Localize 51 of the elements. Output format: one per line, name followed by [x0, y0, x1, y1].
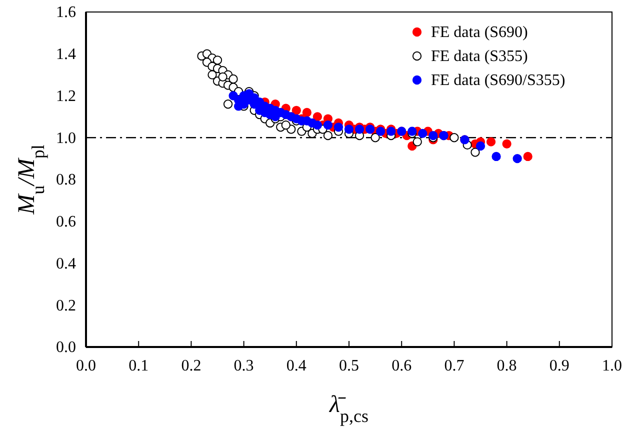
x-tick-label: 0.7	[444, 357, 464, 374]
y-tick-label: 1.0	[56, 130, 76, 147]
y-tick-label: 0.2	[56, 297, 76, 314]
point	[344, 124, 354, 134]
y-tick-label: 0.4	[56, 255, 76, 272]
point	[470, 148, 480, 157]
x-tick-label: 0.8	[496, 357, 517, 374]
point	[302, 108, 312, 118]
point	[323, 130, 333, 140]
point	[428, 130, 438, 140]
point	[523, 152, 532, 162]
x-axis-title: λ̄$_{p,cs}$	[328, 392, 368, 426]
legend-label: FE data (S355)	[431, 48, 528, 65]
point	[450, 133, 459, 142]
y-tick-label: 0.8	[56, 172, 76, 189]
point	[281, 120, 290, 130]
point	[486, 137, 496, 146]
x-tick-label: 0.9	[549, 357, 570, 374]
point	[412, 137, 422, 146]
point	[312, 112, 322, 122]
legend-label: FE data (S690)	[431, 24, 528, 41]
point	[512, 154, 522, 164]
legend-label: FE data (S690/S355)	[431, 72, 566, 89]
point	[323, 120, 333, 130]
point	[234, 102, 244, 111]
y-tick-label: 1.6	[56, 4, 76, 22]
point	[312, 120, 322, 130]
x-tick-label: 1.0	[602, 357, 622, 374]
point	[212, 56, 222, 65]
point	[208, 70, 217, 80]
y-tick-label: 0.0	[56, 339, 76, 356]
point	[223, 100, 233, 109]
x-tick-label: 0.1	[128, 357, 149, 374]
point	[370, 133, 380, 142]
point	[492, 152, 501, 162]
x-tick-label: 0.6	[392, 357, 412, 374]
point	[228, 74, 238, 84]
x-tick-label: 0.4	[286, 357, 306, 374]
x-tick-label: 0.0	[76, 357, 96, 374]
point	[476, 141, 486, 151]
point	[292, 106, 301, 115]
x-tick-label: 0.3	[234, 357, 254, 374]
y-tick-label: 1.2	[56, 88, 76, 105]
point	[334, 122, 344, 132]
x-tick-label: 0.2	[181, 357, 202, 374]
y-tick-label: 0.6	[56, 213, 76, 230]
point	[418, 128, 428, 138]
point	[502, 139, 512, 148]
y-tick-label: 1.4	[56, 46, 76, 63]
point	[218, 72, 228, 82]
x-tick-label: 0.5	[339, 357, 359, 374]
